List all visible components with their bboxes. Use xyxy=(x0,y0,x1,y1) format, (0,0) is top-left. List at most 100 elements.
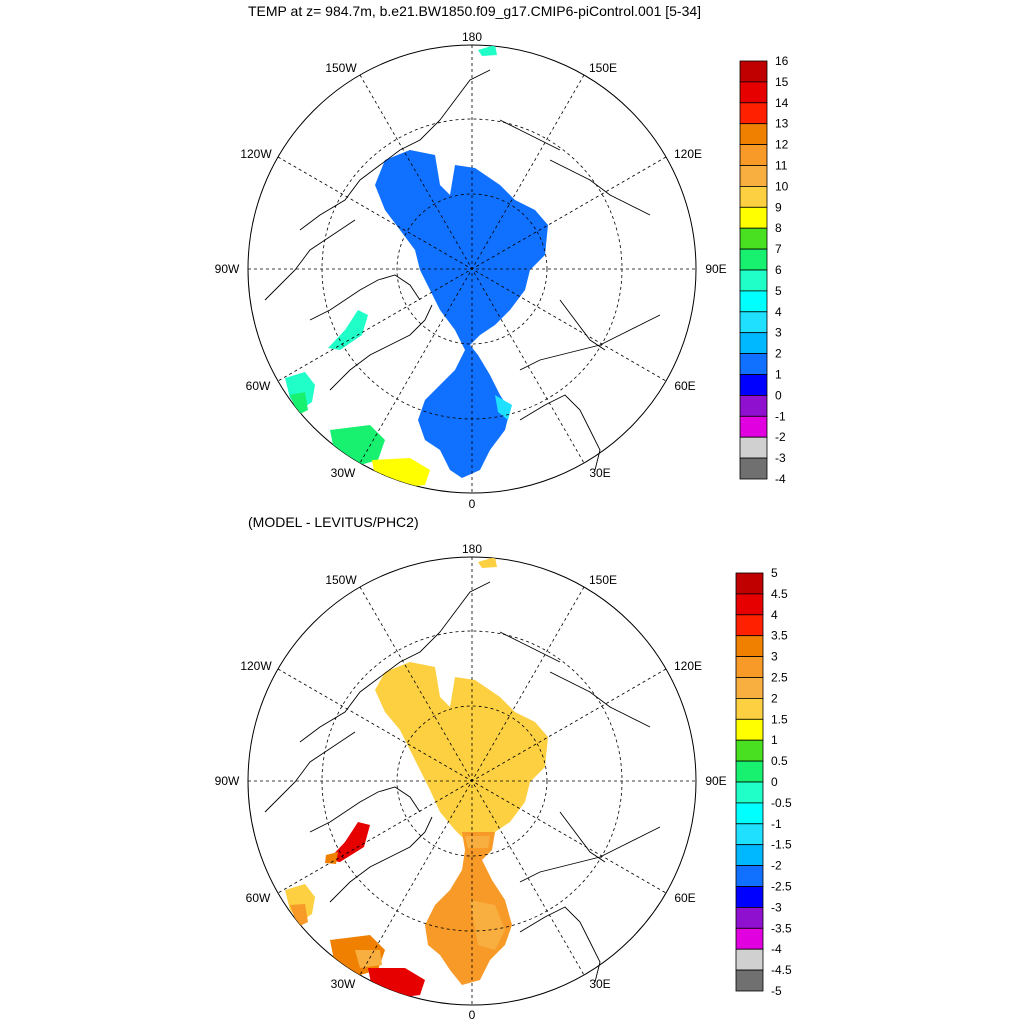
bottom-colorbar-swatch xyxy=(735,886,764,908)
bottom-colorbar-swatch xyxy=(735,969,764,992)
bottom-colorbar-tick-label: 3 xyxy=(771,650,778,664)
top-lon-label-120e: 120E xyxy=(674,147,702,161)
top-colorbar-swatch xyxy=(739,290,768,313)
bottom-colorbar-swatch xyxy=(735,907,764,929)
top-colorbar-swatch xyxy=(739,185,768,208)
bottom-graticule xyxy=(248,557,696,1005)
bottom-colorbar-tick-label: 3.5 xyxy=(771,629,788,643)
top-polar-map: 180 0 150W 150E 120W 120E 90W 90E 60W 60… xyxy=(215,30,727,511)
top-colorbar-swatch xyxy=(739,206,768,229)
top-strait-cyan-fringe xyxy=(495,395,512,420)
bottom-colorbar-swatch xyxy=(735,718,764,741)
bottom-lon-label-120w: 120W xyxy=(240,659,272,673)
top-colorbar-tick-label: 10 xyxy=(775,179,789,193)
bottom-lon-label-0: 0 xyxy=(469,1008,476,1022)
bottom-colorbar-swatch xyxy=(735,823,764,846)
bottom-labrador-field xyxy=(285,884,315,922)
bottom-colorbar-swatch xyxy=(735,593,764,616)
bottom-colorbar: 5 4.5 4 3.5 3 2.5 2 1.5 1 0.5 0 -0.5 -1 -1.5 -2 -2.5 -3 -… xyxy=(735,566,792,998)
top-map-title: TEMP at z= 984.7m, b.e21.BW1850.f09_g17.… xyxy=(248,3,702,19)
bottom-colorbar-tick-label: -0.5 xyxy=(771,796,792,810)
bottom-colorbar-tick-label: 1.5 xyxy=(771,712,788,726)
bottom-baffin-field xyxy=(328,822,370,862)
bottom-colorbar-tick-label: 0 xyxy=(771,775,778,789)
top-graticule xyxy=(248,45,696,493)
top-colorbar-tick-label: 0 xyxy=(775,388,782,402)
top-lon-label-90w: 90W xyxy=(215,262,240,276)
bottom-colorbar-tick-label: 5 xyxy=(771,566,778,580)
top-colorbar-swatch xyxy=(739,60,768,83)
top-lon-label-30e: 30E xyxy=(589,466,610,480)
bottom-colorbar-swatch xyxy=(735,760,764,783)
bottom-colorbar-swatch xyxy=(735,572,764,595)
top-colorbar-swatch xyxy=(739,394,768,417)
top-colorbar-swatch xyxy=(739,332,768,355)
top-colorbar-swatch xyxy=(739,248,768,271)
top-colorbar-tick-label: 12 xyxy=(775,138,789,152)
bottom-lon-label-120e: 120E xyxy=(674,659,702,673)
top-colorbar-tick-label: 15 xyxy=(775,75,789,89)
top-colorbar-tick-label: 14 xyxy=(775,96,789,110)
top-baffin-field xyxy=(328,310,368,350)
bottom-colorbar-tick-label: 1 xyxy=(771,733,778,747)
top-colorbar-swatch xyxy=(739,81,768,104)
bottom-colorbar-swatch xyxy=(735,927,764,950)
bottom-colorbar-tick-label: 0.5 xyxy=(771,754,788,768)
top-colorbar-swatch xyxy=(739,123,768,145)
bottom-colorbar-tick-label: -5 xyxy=(771,984,782,998)
top-colorbar-swatch xyxy=(739,144,768,166)
bottom-polar-map: 180 0 150W 150E 120W 120E 90W 90E 60W 60… xyxy=(215,542,727,1022)
bottom-colorbar-swatch xyxy=(735,677,764,699)
bottom-lon-label-90w: 90W xyxy=(215,774,240,788)
top-colorbar-tick-label: -1 xyxy=(775,409,786,423)
bottom-lon-label-150w: 150W xyxy=(325,573,357,587)
bottom-colorbar-tick-label: -2 xyxy=(771,859,782,873)
bottom-colorbar-tick-label: -3.5 xyxy=(771,921,792,935)
top-lon-label-150e: 150E xyxy=(589,61,617,75)
top-colorbar-swatch xyxy=(739,436,768,459)
top-arctic-temp-field xyxy=(375,150,548,478)
top-colorbar-tick-label: 3 xyxy=(775,326,782,340)
bottom-colorbar-swatch xyxy=(735,802,764,825)
bottom-colorbar-swatch xyxy=(735,948,764,971)
bottom-lon-label-180: 180 xyxy=(462,542,482,556)
bottom-colorbar-swatch xyxy=(735,739,764,762)
bottom-coastlines xyxy=(264,581,661,983)
top-colorbar-swatch xyxy=(739,102,768,125)
bottom-lon-label-150e: 150E xyxy=(589,573,617,587)
top-colorbar-tick-label: 1 xyxy=(775,368,782,382)
top-colorbar-tick-label: 13 xyxy=(775,117,789,131)
top-colorbar-tick-label: -3 xyxy=(775,451,786,465)
bottom-colorbar-tick-label: -1.5 xyxy=(771,838,792,852)
top-lon-label-90e: 90E xyxy=(705,262,726,276)
bottom-colorbar-swatch xyxy=(735,844,764,867)
top-colorbar-swatch xyxy=(739,227,768,250)
top-colorbar-tick-label: 6 xyxy=(775,263,782,277)
top-lon-label-0: 0 xyxy=(469,497,476,511)
top-lon-label-30w: 30W xyxy=(331,466,356,480)
top-colorbar-tick-label: -4 xyxy=(775,472,786,486)
top-colorbar-tick-label: 16 xyxy=(775,54,789,68)
top-colorbar-swatch xyxy=(739,374,768,396)
bottom-colorbar-tick-label: 4 xyxy=(771,608,778,622)
top-lon-label-60w: 60W xyxy=(246,379,271,393)
bottom-colorbar-tick-label: 2 xyxy=(771,691,778,705)
top-colorbar-swatch xyxy=(739,415,768,438)
bottom-colorbar-tick-label: -3 xyxy=(771,900,782,914)
bottom-colorbar-swatch xyxy=(735,781,764,804)
bottom-colorbar-tick-label: -4.5 xyxy=(771,963,792,977)
top-colorbar-tick-label: 11 xyxy=(775,159,788,173)
bottom-colorbar-swatch xyxy=(735,635,764,658)
bottom-colorbar-tick-label: 2.5 xyxy=(771,671,788,685)
bottom-lon-label-60e: 60E xyxy=(674,891,695,905)
bottom-colorbar-swatch xyxy=(735,656,764,678)
top-colorbar-tick-label: 7 xyxy=(775,242,782,256)
bottom-lon-label-60w: 60W xyxy=(246,891,271,905)
top-colorbar-swatch xyxy=(739,269,768,292)
bottom-lon-label-30w: 30W xyxy=(331,977,356,991)
top-colorbar-swatch xyxy=(739,165,768,187)
bottom-colorbar-swatch xyxy=(735,865,764,887)
top-lon-label-120w: 120W xyxy=(240,147,272,161)
top-colorbar-tick-label: -2 xyxy=(775,430,786,444)
